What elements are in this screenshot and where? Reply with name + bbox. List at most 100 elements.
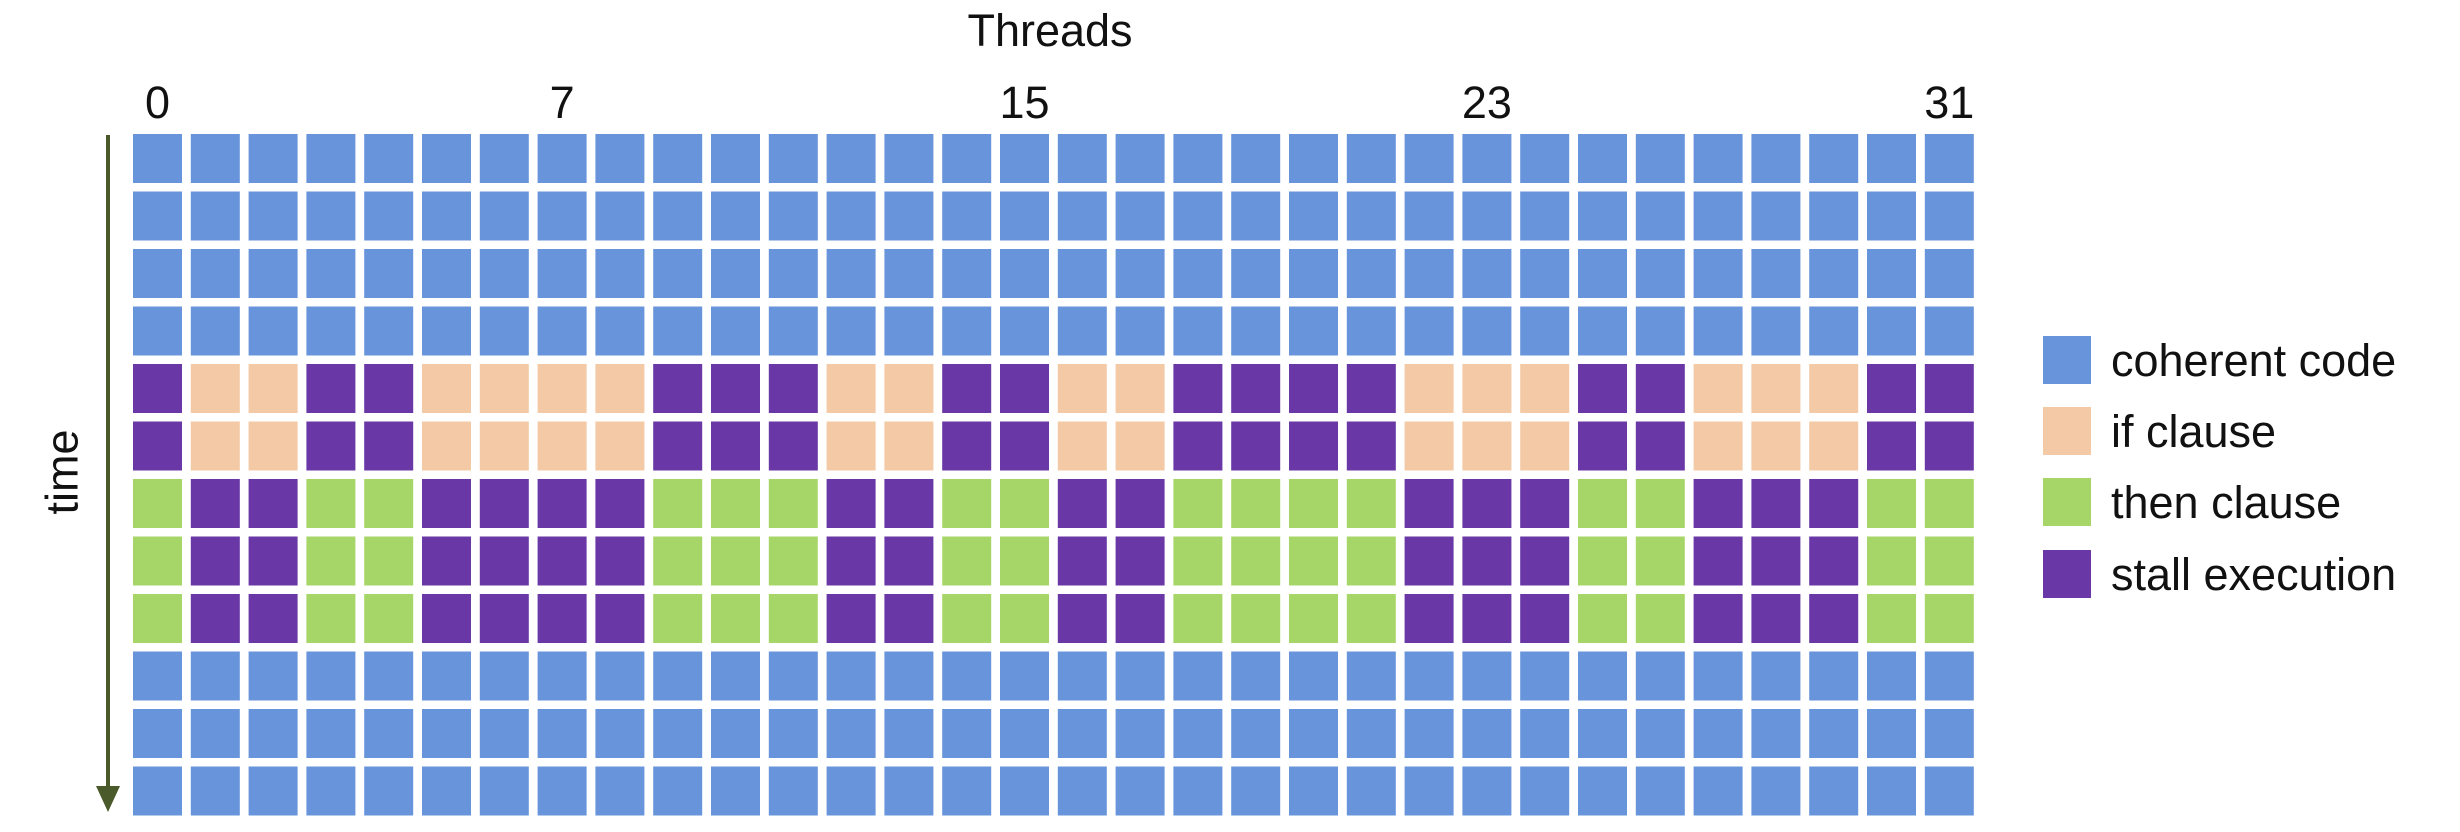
cell-coherent-r2-t3 xyxy=(306,249,356,298)
cell-coherent-r3-t0 xyxy=(133,306,182,356)
cell-coherent-r10-t25 xyxy=(1578,709,1627,758)
cell-coherent-r3-t19 xyxy=(1231,306,1281,356)
cell-then-r7-t25 xyxy=(1578,536,1627,586)
legend-label-if: if clause xyxy=(2111,405,2277,457)
cell-coherent-r2-t2 xyxy=(248,249,298,298)
cell-coherent-r2-t6 xyxy=(479,249,529,298)
cell-coherent-r2-t23 xyxy=(1462,249,1512,298)
cell-coherent-r1-t10 xyxy=(711,191,760,241)
cell-coherent-r10-t28 xyxy=(1751,709,1801,758)
cell-coherent-r10-t9 xyxy=(653,709,703,758)
cell-coherent-r1-t12 xyxy=(826,191,876,241)
cell-then-r6-t14 xyxy=(942,479,992,528)
cell-stall-r4-t10 xyxy=(711,364,760,413)
cell-then-r6-t3 xyxy=(306,479,356,528)
cell-coherent-r2-t4 xyxy=(364,249,414,298)
cell-coherent-r3-t29 xyxy=(1809,306,1859,356)
cell-stall-r8-t6 xyxy=(479,594,529,643)
cell-coherent-r3-t13 xyxy=(884,306,934,356)
cell-coherent-r3-t3 xyxy=(306,306,356,356)
cell-then-r6-t0 xyxy=(133,479,182,528)
cell-coherent-r1-t14 xyxy=(942,191,992,241)
cell-coherent-r10-t7 xyxy=(537,709,587,758)
cell-stall-r8-t28 xyxy=(1751,594,1801,643)
legend-label-stall: stall execution xyxy=(2111,548,2397,600)
cell-coherent-r1-t31 xyxy=(1924,191,1974,241)
cell-coherent-r9-t0 xyxy=(133,651,182,701)
cell-if-r5-t16 xyxy=(1057,421,1107,471)
cell-stall-r6-t29 xyxy=(1809,479,1859,528)
cell-coherent-r11-t29 xyxy=(1809,766,1859,816)
cell-coherent-r0-t12 xyxy=(826,134,876,183)
cell-coherent-r10-t26 xyxy=(1635,709,1685,758)
cell-coherent-r2-t11 xyxy=(768,249,818,298)
cell-then-r7-t18 xyxy=(1173,536,1223,586)
cell-then-r6-t15 xyxy=(1000,479,1049,528)
cell-stall-r5-t4 xyxy=(364,421,414,471)
cell-then-r7-t3 xyxy=(306,536,356,586)
cell-stall-r6-t12 xyxy=(826,479,876,528)
cell-coherent-r2-t17 xyxy=(1115,249,1165,298)
cell-coherent-r10-t13 xyxy=(884,709,934,758)
cell-stall-r5-t31 xyxy=(1924,421,1974,471)
cell-coherent-r2-t15 xyxy=(1000,249,1049,298)
cell-coherent-r0-t15 xyxy=(1000,134,1049,183)
cell-coherent-r9-t5 xyxy=(422,651,471,701)
cell-stall-r6-t23 xyxy=(1462,479,1512,528)
cell-if-r4-t23 xyxy=(1462,364,1512,413)
cell-coherent-r11-t30 xyxy=(1867,766,1916,816)
cell-coherent-r3-t28 xyxy=(1751,306,1801,356)
cell-coherent-r10-t21 xyxy=(1346,709,1396,758)
thread-tick-31: 31 xyxy=(1924,77,1975,128)
cell-coherent-r2-t9 xyxy=(653,249,703,298)
cell-then-r8-t25 xyxy=(1578,594,1627,643)
cell-stall-r6-t6 xyxy=(479,479,529,528)
cell-stall-r8-t23 xyxy=(1462,594,1512,643)
cell-if-r4-t27 xyxy=(1693,364,1743,413)
cell-coherent-r10-t27 xyxy=(1693,709,1743,758)
cell-coherent-r3-t15 xyxy=(1000,306,1049,356)
cell-coherent-r1-t16 xyxy=(1057,191,1107,241)
cell-coherent-r1-t21 xyxy=(1346,191,1396,241)
cell-then-r7-t4 xyxy=(364,536,414,586)
cell-coherent-r10-t8 xyxy=(595,709,645,758)
cell-stall-r4-t14 xyxy=(942,364,992,413)
cell-coherent-r9-t2 xyxy=(248,651,298,701)
cell-then-r8-t30 xyxy=(1867,594,1916,643)
cell-then-r7-t26 xyxy=(1635,536,1685,586)
cell-coherent-r11-t24 xyxy=(1520,766,1570,816)
cell-coherent-r11-t27 xyxy=(1693,766,1743,816)
cell-coherent-r0-t22 xyxy=(1404,134,1454,183)
cell-if-r5-t2 xyxy=(248,421,298,471)
cell-coherent-r9-t16 xyxy=(1057,651,1107,701)
cell-coherent-r10-t20 xyxy=(1289,709,1338,758)
cell-stall-r6-t22 xyxy=(1404,479,1454,528)
thread-tick-7: 7 xyxy=(549,77,575,128)
cell-coherent-r11-t9 xyxy=(653,766,703,816)
cell-stall-r7-t23 xyxy=(1462,536,1512,586)
cell-coherent-r10-t17 xyxy=(1115,709,1165,758)
cell-then-r6-t19 xyxy=(1231,479,1281,528)
cell-then-r6-t26 xyxy=(1635,479,1685,528)
cell-coherent-r3-t8 xyxy=(595,306,645,356)
cell-coherent-r1-t4 xyxy=(364,191,414,241)
cell-coherent-r1-t2 xyxy=(248,191,298,241)
cell-coherent-r10-t22 xyxy=(1404,709,1454,758)
cell-stall-r5-t20 xyxy=(1289,421,1338,471)
cell-coherent-r1-t7 xyxy=(537,191,587,241)
cell-coherent-r9-t23 xyxy=(1462,651,1512,701)
cell-coherent-r11-t20 xyxy=(1289,766,1338,816)
cell-coherent-r9-t17 xyxy=(1115,651,1165,701)
cell-stall-r5-t30 xyxy=(1867,421,1916,471)
cell-coherent-r2-t10 xyxy=(711,249,760,298)
cell-coherent-r11-t25 xyxy=(1578,766,1627,816)
cell-coherent-r10-t18 xyxy=(1173,709,1223,758)
cell-if-r4-t7 xyxy=(537,364,587,413)
cell-if-r4-t5 xyxy=(422,364,471,413)
cell-coherent-r0-t2 xyxy=(248,134,298,183)
cell-coherent-r2-t7 xyxy=(537,249,587,298)
cell-coherent-r0-t10 xyxy=(711,134,760,183)
cell-coherent-r9-t18 xyxy=(1173,651,1223,701)
cell-coherent-r1-t3 xyxy=(306,191,356,241)
cell-coherent-r10-t24 xyxy=(1520,709,1570,758)
